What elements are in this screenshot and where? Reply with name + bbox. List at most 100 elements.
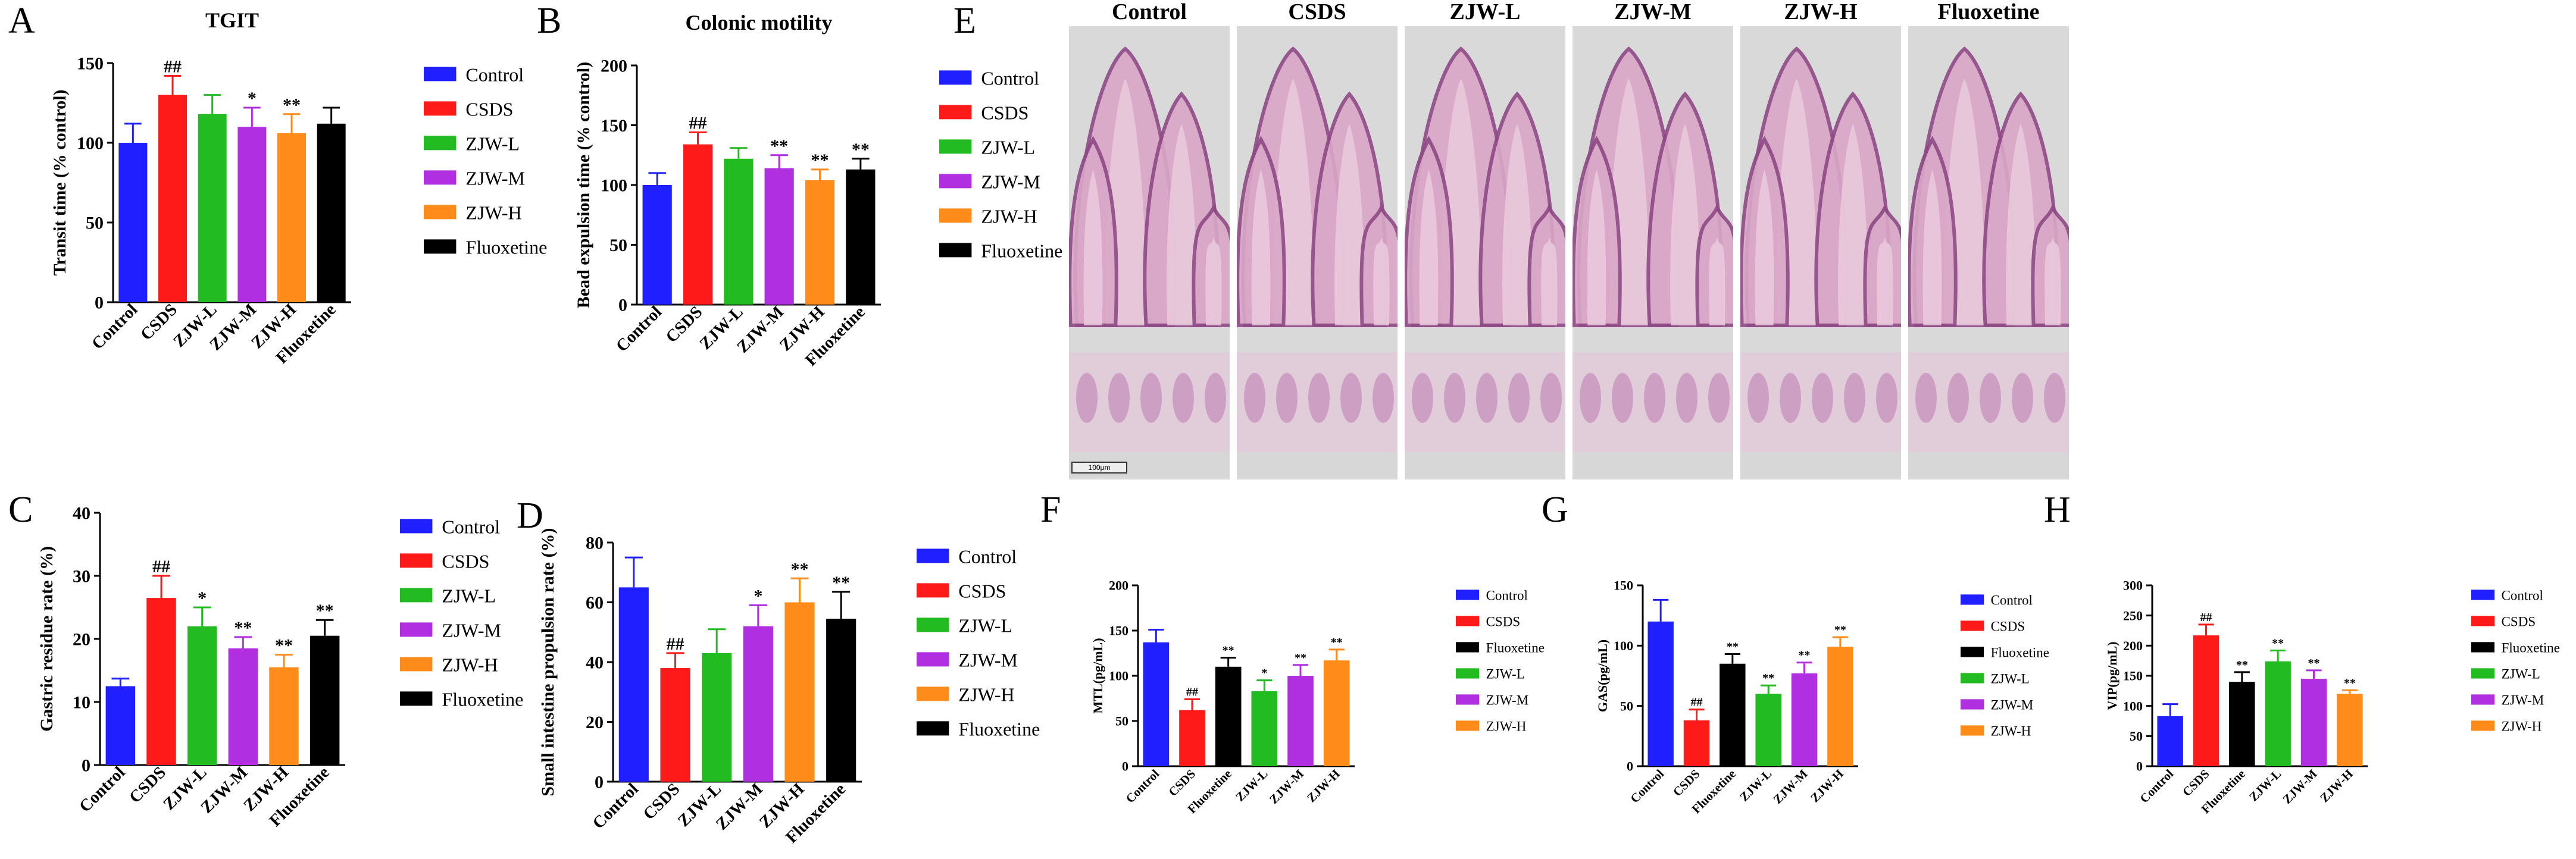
chart-d-sig-label: ** (832, 573, 850, 592)
scale-bar: 100μm (1071, 462, 1127, 474)
chart-f-xtick-label: CSDS (1165, 767, 1198, 800)
chart-h-ytick-label: 300 (2123, 578, 2143, 593)
chart-a-sig-label: * (248, 89, 257, 108)
chart-b-legend-swatch (939, 208, 972, 223)
chart-h-ytick-label: 50 (2130, 729, 2143, 744)
chart-d-legend-swatch (917, 617, 949, 632)
chart-h-ylabel: VIP(pg/mL) (2105, 642, 2119, 710)
chart-a-ytick-label: 150 (77, 54, 104, 74)
chart-g-xtick-label: CSDS (1670, 767, 1703, 800)
chart-g-bar (1720, 663, 1746, 766)
chart-a-legend-swatch (424, 67, 457, 81)
chart-h-ytick-label: 250 (2123, 608, 2143, 623)
histology-label: Control (1112, 0, 1187, 24)
chart-d-sig-label: * (754, 587, 762, 606)
chart-g-sig-label: ** (1799, 649, 1811, 662)
chart-c-bar (187, 626, 217, 765)
chart-f-bar (1143, 642, 1170, 766)
chart-f-xtick-label: Control (1123, 766, 1162, 805)
chart-a-legend-swatch (424, 101, 457, 116)
chart-d-sig-label: ## (667, 634, 684, 654)
chart-b-legend-label: ZJW-H (981, 205, 1037, 227)
chart-d-bar (743, 626, 773, 782)
chart-f-bar (1323, 660, 1350, 766)
chart-d-ytick-label: 60 (586, 593, 604, 613)
chart-d-ytick-label: 20 (586, 713, 604, 732)
chart-h-bar (2265, 661, 2291, 766)
histology-image (1237, 26, 1398, 479)
panel-letter-d: D (517, 496, 543, 536)
chart-b-bar (805, 180, 835, 305)
chart-c-ylabel: Gastric residue rate (%) (37, 546, 57, 732)
chart-c-ytick-label: 0 (82, 756, 90, 776)
chart-g-xtick-label: Control (1627, 766, 1667, 805)
chart-b-legend-swatch (939, 243, 972, 258)
chart-c-sig-label: * (198, 588, 207, 608)
chart-h-xtick-label: ZJW-M (2280, 766, 2319, 806)
chart-h-bar (2337, 694, 2363, 766)
chart-f-ytick-label: 150 (1109, 623, 1128, 638)
chart-a-bar (198, 114, 227, 302)
histology-label: ZJW-L (1449, 0, 1521, 24)
chart-f-ytick-label: 50 (1115, 714, 1128, 729)
chart-d-legend-swatch (917, 548, 949, 563)
chart-c-legend-label: ZJW-M (442, 619, 501, 641)
chart-b-legend-label: ZJW-L (981, 136, 1035, 158)
chart-d-bar (702, 653, 732, 782)
chart-c-legend-swatch (400, 691, 433, 706)
chart-c-sig-label: ** (275, 636, 293, 656)
chart-b-legend-label: ZJW-M (981, 171, 1040, 192)
chart-c-legend-swatch (400, 553, 433, 568)
panel-letter-c: C (8, 490, 33, 530)
histology-label: ZJW-M (1614, 0, 1692, 24)
chart-c-legend-label: ZJW-L (442, 585, 496, 606)
chart-g-bar (1827, 647, 1853, 766)
chart-a-bar (317, 123, 346, 302)
chart-f-sig-label: ** (1223, 644, 1234, 657)
chart-g-ytick-label: 100 (1614, 638, 1633, 653)
chart-a-legend-label: ZJW-M (465, 167, 525, 189)
chart-g-legend-swatch (1961, 725, 1984, 736)
chart-g-ylabel: GAS(pg/mL) (1595, 639, 1610, 712)
chart-f-xtick-label: ZJW-H (1304, 767, 1343, 805)
chart-c-legend-swatch (400, 622, 433, 637)
chart-f-xtick-label: ZJW-M (1267, 766, 1306, 806)
chart-b-ytick-label: 0 (618, 296, 627, 315)
chart-g-legend-swatch (1961, 699, 1984, 710)
chart-d-legend-swatch (917, 652, 949, 667)
chart-g-sig-label: ## (1691, 696, 1703, 709)
chart-h-ytick-label: 100 (2123, 698, 2143, 713)
chart-h-legend-swatch (2471, 668, 2495, 679)
chart-h-legend-swatch (2471, 616, 2495, 626)
chart-b-title: Colonic motility (686, 11, 833, 35)
chart-g-legend-swatch (1961, 594, 1984, 605)
histology-image (1740, 26, 1901, 479)
chart-g-legend-label: ZJW-H (1991, 724, 2031, 739)
chart-d-legend-label: CSDS (958, 580, 1006, 601)
chart-c-legend-swatch (400, 657, 433, 672)
chart-d-legend-swatch (917, 721, 949, 736)
chart-g-bar (1647, 621, 1674, 766)
panel-letter-f: F (1040, 490, 1061, 530)
chart-g-legend-label: Control (1991, 593, 2033, 608)
chart-f-legend-swatch (1456, 616, 1480, 626)
chart-g-xtick-label: ZJW-M (1770, 766, 1810, 806)
chart-f-sig-label: ## (1186, 686, 1198, 699)
chart-h-xtick-label: ZJW-L (2246, 767, 2284, 804)
chart-b-legend-label: Control (981, 67, 1039, 89)
chart-b-bar (846, 169, 876, 305)
chart-h-sig-label: ** (2344, 676, 2356, 689)
chart-h-ytick-label: 200 (2123, 638, 2143, 653)
chart-d-legend-label: ZJW-L (958, 615, 1012, 636)
chart-a-bar (158, 95, 187, 302)
chart-g-bar (1683, 720, 1710, 766)
chart-c-sig-label: ** (316, 601, 334, 620)
chart-f-legend-swatch (1456, 694, 1480, 705)
histology-label: Fluoxetine (1937, 0, 2040, 24)
chart-h-bar (2157, 716, 2183, 766)
chart-f-bar (1215, 666, 1242, 766)
chart-c-ytick-label: 30 (73, 567, 90, 587)
chart-b-legend-swatch (939, 139, 972, 154)
chart-a-legend-swatch (424, 239, 457, 254)
chart-c-ytick-label: 10 (73, 693, 90, 713)
